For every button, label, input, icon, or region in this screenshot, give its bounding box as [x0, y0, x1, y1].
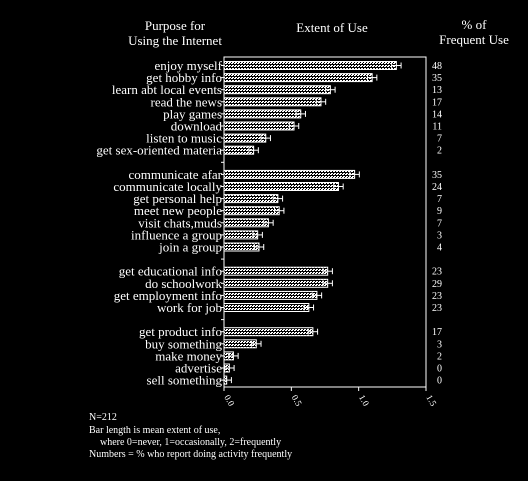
category-label: get product info	[139, 324, 222, 339]
pct-label: 2	[437, 146, 442, 157]
bar	[223, 169, 356, 179]
pct-header-line1: % of	[461, 17, 487, 32]
category-label: get personal help	[133, 191, 222, 206]
category-label: download	[171, 119, 223, 134]
category-label: get sex-oriented materia	[96, 143, 222, 158]
x-tick-label: 1.5	[424, 393, 439, 408]
bar	[223, 218, 269, 228]
pct-label: 7	[437, 194, 442, 205]
bar	[223, 278, 329, 288]
category-label: sell something	[147, 373, 223, 388]
bar	[223, 85, 331, 95]
pct-label: 7	[437, 218, 442, 229]
legend-note-line1: Bar length is mean extent of use,	[89, 425, 221, 436]
pct-label: 35	[432, 73, 442, 84]
category-label: enjoy myself	[154, 58, 222, 73]
pct-label: 23	[432, 267, 442, 278]
category-label: do schoolwork	[145, 276, 222, 291]
pct-label: 2	[437, 351, 442, 362]
pct-label: 7	[437, 134, 442, 145]
purpose-header-line2: Using the Internet	[128, 33, 222, 48]
bar	[223, 109, 302, 119]
pct-header-line2: Frequent Use	[439, 32, 509, 47]
pct-label: 3	[437, 339, 442, 350]
category-label: play games	[163, 106, 222, 121]
bar	[223, 242, 260, 252]
pct-label: 0	[437, 376, 442, 387]
extent-header: Extent of Use	[296, 20, 368, 35]
x-tick-label: 1.0	[357, 393, 372, 408]
bar	[223, 133, 267, 143]
category-label: read the news	[151, 94, 222, 109]
pct-label: 17	[432, 327, 442, 338]
category-label: buy something	[145, 336, 222, 351]
pct-label: 23	[432, 303, 442, 314]
pct-header: % of Frequent Use	[424, 17, 524, 47]
category-label: make money	[155, 348, 222, 363]
bar	[223, 290, 318, 300]
pct-label: 14	[432, 109, 442, 120]
category-label: meet new people	[134, 203, 222, 218]
pct-label: 35	[432, 170, 442, 181]
category-label: work for job	[157, 300, 222, 315]
category-label: join a group	[158, 240, 222, 255]
category-label: get employment info	[114, 288, 222, 303]
pct-label: 24	[432, 182, 442, 193]
bar	[223, 303, 310, 312]
pct-label: 48	[432, 61, 442, 72]
pct-label: 13	[432, 85, 442, 96]
bar	[223, 194, 279, 204]
legend-note-line3: Numbers = % who report doing activity fr…	[89, 449, 293, 460]
bar	[223, 266, 329, 276]
category-label: get hobby info	[146, 70, 222, 85]
bar	[223, 327, 314, 337]
category-label: communicate afar	[129, 167, 223, 182]
pct-label: 23	[432, 291, 442, 302]
bar	[223, 182, 339, 191]
bar	[223, 73, 373, 83]
pct-label: 17	[432, 97, 442, 108]
category-label: visit chats,muds	[138, 215, 222, 230]
category-label: listen to music	[146, 131, 222, 146]
bar	[223, 97, 322, 107]
category-label: communicate locally	[113, 179, 222, 194]
pct-label: 4	[437, 243, 442, 254]
pct-label: 3	[437, 230, 442, 241]
category-label: learn abt local events	[112, 82, 222, 97]
pct-label: 0	[437, 364, 442, 375]
x-tick-label: 0.5	[290, 393, 305, 408]
category-label: get educational info	[119, 264, 222, 279]
pct-label: 9	[437, 206, 442, 217]
legend-note-line2: where 0=never, 1=occasionally, 2=frequen…	[100, 437, 282, 448]
x-tick-label: 0.0	[222, 393, 237, 408]
pct-label: 11	[432, 122, 442, 133]
bar	[223, 121, 295, 131]
purpose-header: Purpose for Using the Internet	[100, 18, 250, 48]
category-label: advertise	[175, 361, 222, 376]
category-label: influence a group	[131, 227, 222, 242]
purpose-header-line1: Purpose for	[144, 18, 206, 33]
sample-size-note: N=212	[89, 412, 117, 423]
bar	[223, 61, 397, 70]
pct-label: 29	[432, 279, 442, 290]
bar	[223, 206, 280, 216]
